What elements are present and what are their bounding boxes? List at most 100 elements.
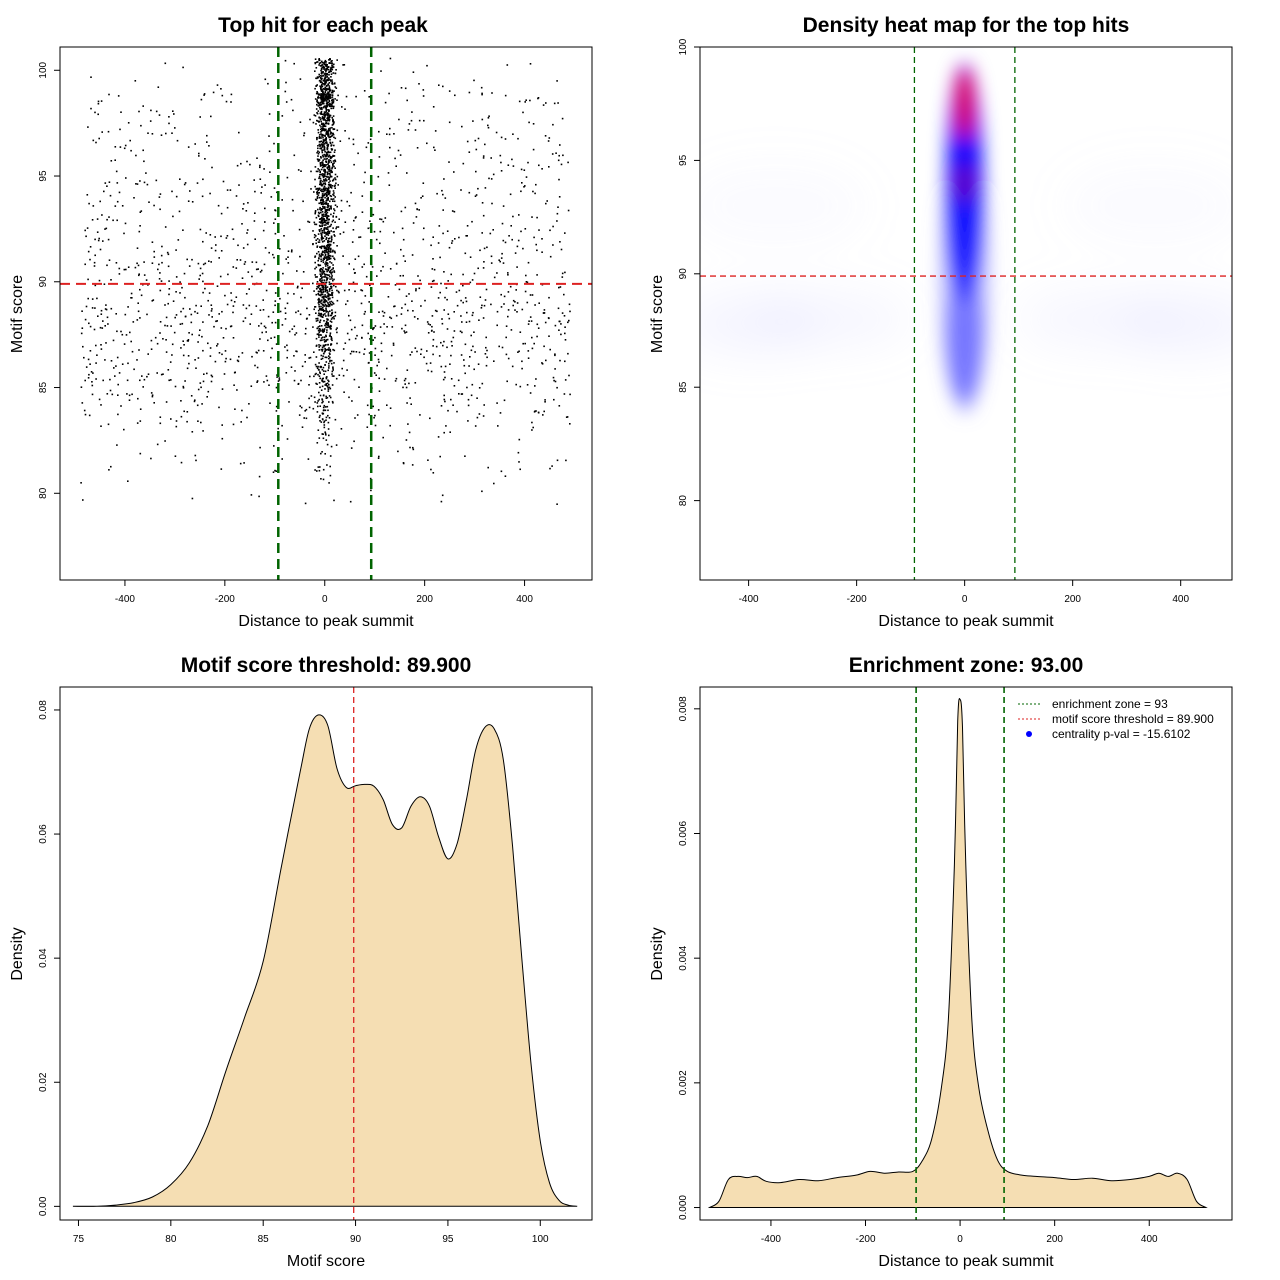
- scatter-point: [316, 190, 319, 193]
- scatter-point: [327, 166, 329, 168]
- scatter-point: [483, 261, 485, 263]
- scatter-point: [416, 350, 418, 353]
- scatter-point: [306, 307, 308, 310]
- scatter-point: [317, 110, 320, 112]
- scatter-point: [218, 406, 220, 409]
- scatter-point: [361, 289, 364, 292]
- scatter-point: [479, 296, 482, 298]
- scatter-point: [324, 207, 326, 209]
- scatter-point: [393, 305, 395, 308]
- scatter-point: [322, 128, 325, 131]
- scatter-point: [316, 191, 318, 194]
- scatter-point: [326, 188, 329, 190]
- scatter-point: [552, 244, 554, 246]
- scatter-point: [339, 140, 342, 142]
- scatter-point: [227, 273, 229, 276]
- scatter-point: [536, 323, 539, 326]
- scatter-point: [502, 262, 505, 264]
- scatter-point: [384, 252, 386, 254]
- scatter-point: [476, 416, 479, 419]
- scatter-point: [211, 308, 213, 310]
- scatter-point: [313, 375, 315, 378]
- scatter-point: [325, 191, 328, 194]
- scatter-point: [518, 100, 521, 103]
- scatter-point: [324, 142, 326, 145]
- scatter-point: [318, 398, 320, 401]
- scatter-point: [369, 220, 371, 222]
- scatter-point: [175, 314, 178, 316]
- scatter-point: [254, 212, 256, 214]
- scatter-point: [482, 214, 485, 217]
- x-tick-label: 80: [165, 1234, 177, 1245]
- scatter-point: [209, 234, 212, 236]
- scatter-point: [316, 470, 318, 472]
- scatter-point: [365, 146, 368, 149]
- scatter-point: [338, 218, 340, 220]
- scatter-point: [322, 123, 325, 126]
- scatter-point: [322, 183, 324, 186]
- scatter-point: [416, 147, 419, 149]
- scatter-point: [436, 310, 438, 313]
- scatter-point: [318, 362, 320, 364]
- scatter-point: [129, 331, 131, 334]
- x-tick-label: 0: [957, 1234, 963, 1245]
- scatter-point: [321, 145, 324, 148]
- scatter-point: [500, 170, 503, 172]
- scatter-point: [330, 208, 332, 210]
- scatter-point: [470, 334, 472, 337]
- scatter-point: [334, 160, 337, 163]
- scatter-point: [325, 222, 328, 225]
- heatmap-panel: Density heat map for the top hits Distan…: [649, 14, 1233, 630]
- scatter-point: [325, 201, 327, 204]
- scatter-point: [216, 343, 219, 345]
- scatter-point: [332, 219, 335, 222]
- scatter-point: [328, 100, 331, 103]
- scatter-point: [321, 328, 324, 331]
- scatter-point: [106, 185, 108, 187]
- scatter-point: [259, 446, 261, 449]
- scatter-point: [373, 327, 375, 329]
- heatmap-haze: [700, 165, 1232, 354]
- scatter-point: [557, 102, 559, 104]
- scatter-point: [332, 133, 335, 136]
- scatter-point: [323, 245, 326, 247]
- scatter-point: [429, 324, 431, 326]
- scatter-point: [325, 94, 327, 96]
- scatter-point: [501, 252, 503, 255]
- scatter-point: [268, 251, 270, 254]
- scatter-point: [174, 385, 177, 388]
- scatter-point: [134, 266, 137, 269]
- scatter-point: [320, 258, 322, 261]
- scatter-point: [324, 125, 327, 128]
- scatter-point: [159, 272, 161, 274]
- scatter-point: [541, 251, 543, 253]
- scatter-point: [127, 266, 130, 268]
- scatter-point: [320, 211, 322, 214]
- scatter-point: [333, 258, 336, 261]
- scatter-point: [260, 322, 263, 325]
- scatter-point: [558, 320, 561, 323]
- scatter-point: [332, 107, 335, 109]
- scatter-point: [330, 359, 333, 362]
- scatter-point: [226, 235, 229, 237]
- scatter-point: [327, 268, 330, 271]
- scatter-point: [439, 291, 441, 294]
- scatter-point: [492, 229, 494, 231]
- scatter-point: [250, 313, 253, 315]
- scatter-point: [327, 409, 329, 412]
- scatter-point: [466, 140, 469, 143]
- scatter-point: [365, 275, 368, 278]
- scatter-point: [226, 206, 229, 209]
- scatter-point: [549, 348, 551, 351]
- scatter-point: [445, 287, 448, 289]
- scatter-point: [462, 284, 464, 287]
- scatter-point: [317, 333, 320, 335]
- scatter-point: [411, 300, 413, 302]
- scatter-point: [211, 375, 214, 378]
- scatter-point: [315, 108, 318, 110]
- scatter-point: [330, 148, 333, 150]
- scatter-point: [430, 468, 432, 471]
- scatter-point: [316, 112, 318, 114]
- scatter-point: [334, 167, 336, 169]
- scatter-point: [318, 230, 321, 233]
